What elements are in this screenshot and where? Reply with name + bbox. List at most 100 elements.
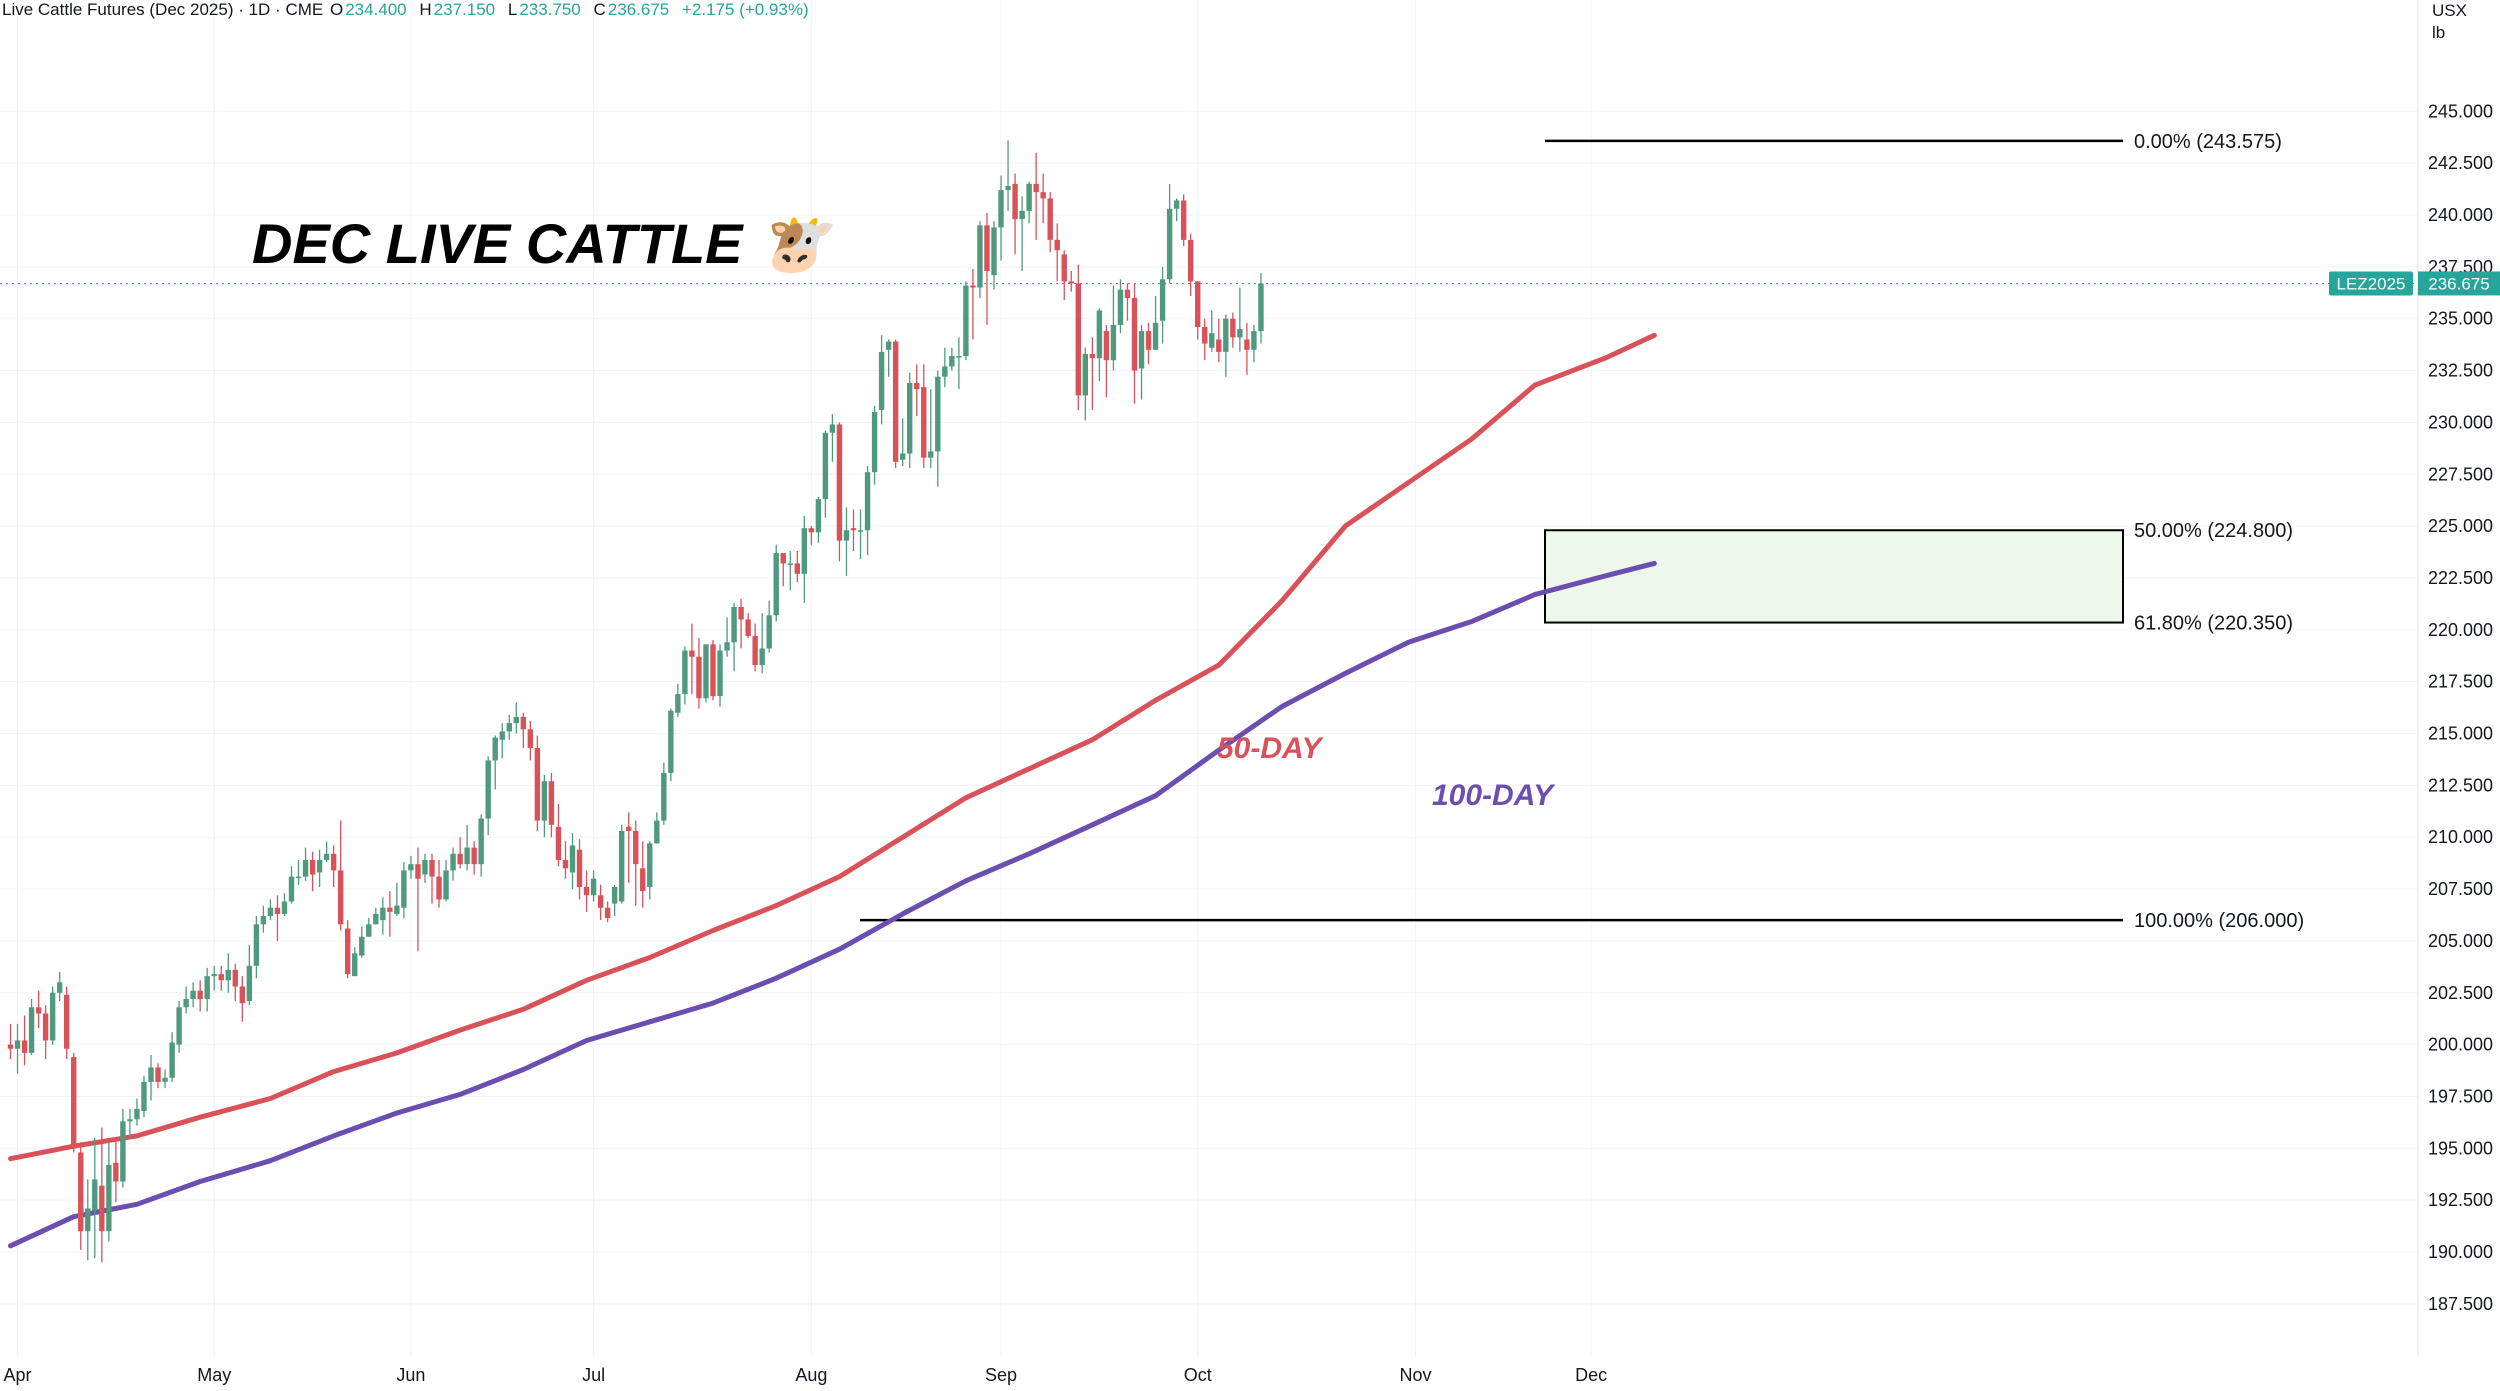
candle-body bbox=[1145, 331, 1152, 350]
price-tick-label: 195.000 bbox=[2428, 1138, 2493, 1158]
month-tick-label: May bbox=[197, 1365, 231, 1385]
candle-body bbox=[1110, 324, 1117, 361]
candle-body bbox=[738, 606, 744, 620]
candle-body bbox=[260, 916, 267, 925]
ma100-line bbox=[8, 560, 1657, 1249]
candle-body bbox=[1202, 326, 1208, 344]
candle-body bbox=[1209, 333, 1215, 348]
candle-body bbox=[478, 818, 484, 865]
candle-body bbox=[541, 781, 548, 821]
candle-body bbox=[857, 530, 864, 532]
candle-body bbox=[21, 1040, 28, 1053]
candle-body bbox=[892, 341, 899, 462]
candle-body bbox=[113, 1162, 119, 1182]
candle-body bbox=[991, 227, 997, 276]
symbol-title[interactable]: Live Cattle Futures (Dec 2025) · 1D · CM… bbox=[2, 0, 324, 19]
candle-body bbox=[134, 1108, 140, 1120]
high-value: 237.150 bbox=[433, 0, 496, 19]
candle-body bbox=[253, 924, 260, 966]
price-tag: LEZ2025 236.675 bbox=[2329, 271, 2500, 296]
candle-body bbox=[422, 860, 428, 875]
month-tick-label: Jun bbox=[396, 1365, 425, 1385]
candle-body bbox=[345, 928, 351, 975]
price-tick-label: 230.000 bbox=[2428, 412, 2493, 432]
candle-body bbox=[141, 1081, 147, 1111]
candle-body bbox=[295, 876, 302, 879]
candle-body bbox=[766, 615, 772, 649]
candle-body bbox=[366, 924, 372, 937]
candle-body bbox=[204, 976, 210, 999]
price-tick-label: 207.500 bbox=[2428, 879, 2493, 899]
candle-body bbox=[787, 563, 793, 565]
month-tick-label: Nov bbox=[1399, 1365, 1431, 1385]
candle-body bbox=[914, 382, 920, 390]
candle-body bbox=[626, 826, 632, 831]
price-axis[interactable]: 187.500 190.000 192.500 195.000 197.500 200.0… bbox=[2428, 101, 2493, 1314]
candle-body bbox=[1159, 279, 1166, 321]
candle-body bbox=[464, 847, 470, 865]
candle-body bbox=[759, 648, 765, 666]
month-tick-label: Dec bbox=[1575, 1365, 1607, 1385]
candle-body bbox=[1012, 183, 1018, 220]
candle-body bbox=[106, 1164, 112, 1232]
candle-body bbox=[1223, 318, 1229, 352]
candle-body bbox=[1152, 322, 1159, 350]
candle-body bbox=[246, 965, 253, 1002]
price-tick-label: 187.500 bbox=[2428, 1294, 2493, 1314]
candle-body bbox=[239, 986, 246, 1004]
candle-body bbox=[696, 656, 702, 699]
currency-unit[interactable]: USX lb bbox=[2432, 0, 2467, 44]
candle-body bbox=[1117, 289, 1124, 325]
candle-body bbox=[661, 772, 667, 821]
price-tick-label: 242.500 bbox=[2428, 153, 2493, 173]
candle-body bbox=[885, 341, 892, 350]
change-value: +2.175 (+0.93%) bbox=[681, 0, 809, 19]
candle-body bbox=[429, 860, 435, 877]
candle-body bbox=[218, 974, 224, 981]
candle-body bbox=[668, 710, 674, 773]
candle-body bbox=[1068, 281, 1074, 284]
candle-body bbox=[576, 849, 583, 887]
candle-body bbox=[457, 853, 463, 865]
candle-body bbox=[1096, 310, 1103, 359]
candle-body bbox=[92, 1179, 98, 1211]
candle-body bbox=[148, 1067, 154, 1082]
candle-body bbox=[963, 285, 969, 357]
candle-body bbox=[1089, 353, 1096, 359]
candle-body bbox=[731, 606, 737, 643]
candle-body bbox=[337, 870, 344, 925]
candle-body bbox=[633, 830, 639, 865]
candle-body bbox=[773, 553, 779, 616]
time-axis[interactable]: Apr May Jun Jul Aug Sep Oct Nov Dec bbox=[4, 1365, 1608, 1385]
open-value: 234.400 bbox=[345, 0, 407, 19]
candle-body bbox=[183, 998, 189, 1008]
candle-body bbox=[352, 953, 358, 977]
price-tag-ticker: LEZ2025 bbox=[2337, 274, 2406, 293]
candle-body bbox=[1054, 239, 1060, 251]
candle-body bbox=[836, 424, 843, 541]
candle-body bbox=[942, 366, 948, 377]
candle-body bbox=[373, 913, 379, 925]
candle-body bbox=[907, 382, 913, 454]
month-tick-label: Apr bbox=[4, 1365, 32, 1385]
price-tick-label: 215.000 bbox=[2428, 724, 2493, 744]
candle-body bbox=[710, 644, 716, 697]
candle-body bbox=[450, 853, 456, 871]
candle-body bbox=[724, 642, 730, 651]
candle-body bbox=[1019, 210, 1025, 220]
candle-body bbox=[864, 472, 871, 531]
price-tick-label: 210.000 bbox=[2428, 827, 2493, 847]
candle-body bbox=[274, 907, 281, 914]
candle-body bbox=[878, 351, 885, 410]
price-tick-label: 217.500 bbox=[2428, 672, 2493, 692]
candle-body bbox=[850, 528, 857, 531]
low-value: 233.750 bbox=[519, 0, 581, 19]
month-tick-label: Jul bbox=[582, 1365, 605, 1385]
candle-body bbox=[71, 1057, 77, 1149]
candle-body bbox=[703, 644, 709, 699]
candle-body bbox=[640, 868, 646, 892]
candle-body bbox=[436, 876, 442, 900]
candle-body bbox=[555, 826, 562, 861]
candle-body bbox=[1166, 208, 1173, 280]
